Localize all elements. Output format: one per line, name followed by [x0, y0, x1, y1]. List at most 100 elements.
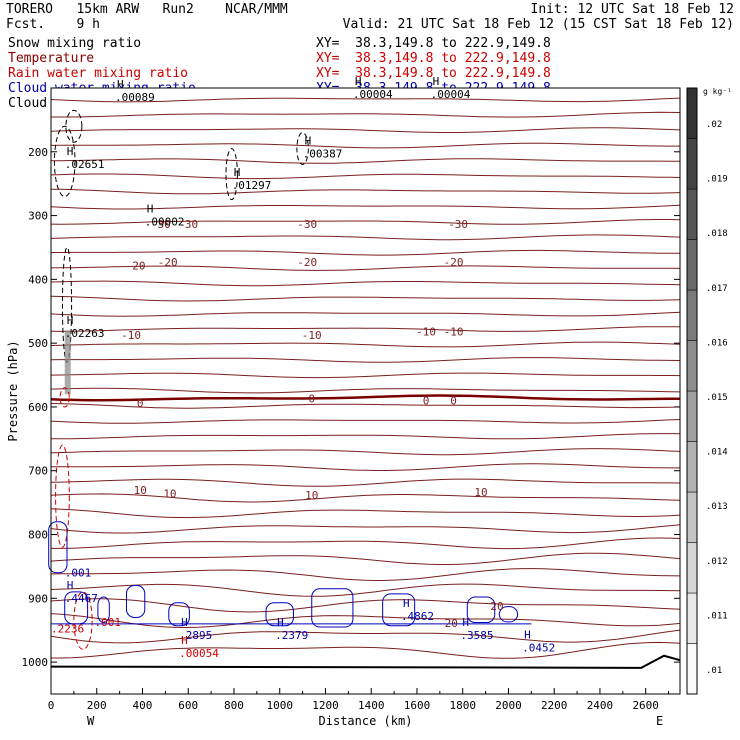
field-xy-cloud-ice: XY= 38.3,149.8 to 222.9,149.8 — [316, 96, 551, 111]
temperature-label: -10 — [121, 329, 141, 342]
maximum-value-label: .2379 — [275, 629, 308, 642]
y-tick-label: 600 — [28, 401, 48, 414]
colorbar-frame — [686, 87, 698, 695]
temperature-label: 10 — [305, 489, 318, 502]
maximum-mark: H — [234, 166, 241, 179]
x-tick-label: 2600 — [632, 699, 659, 712]
maximum-mark: H — [524, 629, 531, 642]
maximum-value-label: .00002 — [145, 216, 185, 229]
forecast-hour: Fcst. 9 h — [6, 17, 100, 32]
isotherm-line — [51, 537, 681, 550]
isotherm-line — [50, 493, 681, 503]
colorbar-tick-label: .015 — [706, 393, 728, 403]
x-tick-label: 1400 — [358, 699, 385, 712]
maximum-value-label: .00054 — [179, 647, 219, 660]
temperature-label: -20 — [158, 256, 178, 269]
x-axis-title: Distance (km) — [319, 714, 413, 728]
x-tick-label: 1000 — [266, 699, 293, 712]
maximum-value-label: .00387 — [303, 147, 343, 160]
x-tick-label: 1800 — [449, 699, 476, 712]
temperature-label: 20 — [445, 617, 458, 630]
cloud-water-contour — [125, 585, 146, 618]
colorbar-segment — [686, 390, 698, 442]
colorbar-segment — [686, 138, 698, 190]
temperature-label: -30 — [151, 218, 171, 231]
maximum-value-label: .4862 — [401, 610, 434, 623]
maximum-mark: H — [462, 616, 469, 629]
isotherm-line — [50, 629, 681, 644]
field-xy-snow: XY= 38.3,149.8 to 222.9,149.8 — [316, 36, 551, 51]
field-name-cloud-ice: Cloud ice mixing ratio — [8, 96, 181, 111]
x-tick-label: 2400 — [587, 699, 614, 712]
maximum-value-label: .0452 — [522, 642, 555, 655]
temperature-label: -30 — [178, 218, 198, 231]
valid-time: Valid: 21 UTC Sat 18 Feb 12 (15 CST Sat … — [342, 17, 734, 32]
plot-area — [51, 88, 680, 694]
colorbar-tick-label: .016 — [706, 338, 728, 348]
cloud-water-contour — [498, 606, 519, 623]
colorbar-tick-label: .012 — [706, 557, 728, 567]
isotherm-line — [50, 583, 681, 597]
rain-contour — [55, 444, 70, 548]
maximum-value-label: .02263 — [65, 327, 105, 340]
isotherm-zero-line — [50, 394, 681, 402]
isotherm-line — [50, 265, 681, 271]
temperature-label: 0 — [137, 397, 144, 410]
colorbar-tick-label: .02 — [706, 120, 722, 130]
maximum-value-label: .001 — [94, 616, 121, 629]
colorbar-unit: g kg⁻¹ — [703, 87, 732, 96]
init-time: Init: 12 UTC Sat 18 Feb 12 — [530, 2, 735, 17]
y-tick-label: 400 — [28, 273, 48, 286]
x-tick-label: 1200 — [312, 699, 339, 712]
maximum-value-label: .02651 — [65, 158, 105, 171]
isotherm-line — [50, 326, 681, 332]
maximum-value-label: .2895 — [179, 629, 212, 642]
isotherm-line — [50, 204, 681, 210]
colorbar-segment — [686, 188, 698, 240]
isotherm-line — [50, 127, 681, 133]
cloud-water-contour — [466, 596, 496, 624]
maximum-mark: H — [181, 616, 188, 629]
y-tick-label: 700 — [28, 465, 48, 478]
isotherm-line — [50, 142, 680, 149]
colorbar-tick-label: .017 — [706, 284, 728, 294]
y-tick-label: 300 — [28, 210, 48, 223]
colorbar-segment — [686, 239, 698, 291]
isotherm-line — [50, 234, 681, 241]
cloud-water-contour — [382, 593, 416, 627]
maximum-mark: H — [277, 616, 284, 629]
colorbar-segment — [686, 289, 698, 341]
isotherm-line — [50, 173, 681, 180]
maximum-mark: H — [147, 203, 154, 216]
y-tick-label: 1000 — [22, 656, 49, 669]
field-xy-rain: XY= 38.3,149.8 to 222.9,149.8 — [316, 66, 551, 81]
field-name-snow: Snow mixing ratio — [8, 36, 142, 51]
colorbar-segment — [686, 592, 698, 644]
isotherm-line — [50, 433, 681, 440]
x-tick-label: 1600 — [404, 699, 431, 712]
snow-contour — [61, 246, 73, 363]
y-tick-label: 500 — [28, 337, 48, 350]
temperature-label: 10 — [474, 486, 487, 499]
temperature-label: 10 — [163, 488, 176, 501]
colorbar-tick-label: .019 — [706, 175, 728, 185]
isotherm-line — [50, 463, 680, 471]
model-title: TORERO 15km ARW Run2 NCAR/MMM — [6, 2, 288, 17]
field-name-temperature: Temperature — [8, 51, 95, 66]
isotherm-line — [50, 219, 681, 225]
maximum-value-label: .3585 — [460, 629, 493, 642]
maximum-mark: H — [67, 579, 74, 592]
colorbar-segment — [686, 340, 698, 392]
east-label: E — [656, 714, 663, 728]
isotherm-line — [51, 641, 681, 659]
isotherm-line — [50, 403, 681, 409]
temperature-label: 10 — [134, 484, 147, 497]
colorbar-segment — [686, 441, 698, 493]
isotherm-line — [50, 280, 681, 287]
plot-frame — [50, 87, 681, 695]
isotherm-line — [51, 249, 680, 256]
x-tick-label: 400 — [133, 699, 153, 712]
snow-contour — [296, 132, 309, 166]
cloud-water-contour — [168, 602, 190, 627]
